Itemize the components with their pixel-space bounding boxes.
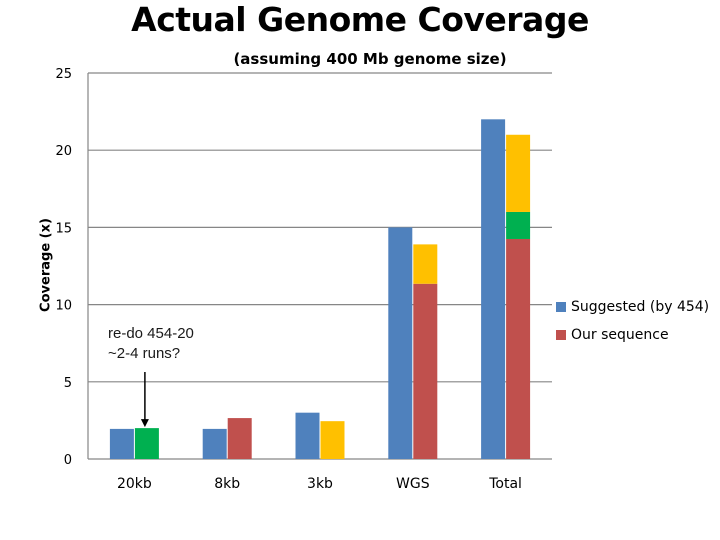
- legend-label-suggested: Suggested (by 454): [571, 299, 710, 315]
- chart-subtitle: (assuming 400 Mb genome size): [233, 50, 507, 68]
- y-tick-label-10: 10: [55, 299, 72, 314]
- bar-our-sequence-Total-segment-0: [506, 238, 531, 459]
- legend-label-our-sequence: Our sequence: [571, 327, 669, 343]
- y-tick-label-20: 20: [55, 144, 72, 159]
- bar-our-sequence-20kb-segment-1: [134, 428, 159, 459]
- bar-our-sequence-WGS-segment-2: [413, 244, 438, 284]
- y-tick-label-15: 15: [55, 221, 72, 236]
- y-tick-label-25: 25: [55, 67, 72, 82]
- y-tick-label-5: 5: [64, 376, 72, 391]
- legend-item-suggested: Suggested (by 454): [556, 293, 709, 321]
- bar-our-sequence-Total-segment-1: [506, 211, 531, 239]
- bar-our-sequence-3kb-segment-2: [320, 421, 345, 459]
- x-tick-label-3kb: 3kb: [307, 476, 333, 492]
- chart-title: Actual Genome Coverage: [131, 0, 589, 39]
- bar-suggested-Total: [481, 119, 506, 459]
- legend-swatch-suggested: [556, 302, 566, 312]
- x-tick-label-20kb: 20kb: [117, 476, 152, 492]
- x-tick-label-8kb: 8kb: [214, 476, 240, 492]
- bar-suggested-WGS: [388, 227, 413, 459]
- annotation-text: re-do 454-20 ~2-4 runs?: [108, 324, 215, 364]
- x-tick-label-WGS: WGS: [396, 476, 430, 492]
- legend: Suggested (by 454) Our sequence: [556, 293, 709, 349]
- bar-our-sequence-Total-segment-2: [506, 134, 531, 212]
- bar-suggested-8kb: [202, 428, 227, 459]
- legend-swatch-our-sequence: [556, 330, 566, 340]
- annotation-line-1: re-do 454-20: [108, 325, 194, 342]
- bar-suggested-3kb: [295, 412, 320, 459]
- bar-our-sequence-WGS-segment-0: [413, 283, 438, 459]
- bar-our-sequence-8kb-segment-0: [227, 418, 252, 459]
- annotation-arrow-head: [140, 419, 149, 428]
- x-tick-label-Total: Total: [488, 476, 522, 492]
- bar-suggested-20kb: [109, 428, 134, 459]
- annotation-line-2: ~2-4 runs?: [108, 345, 181, 362]
- legend-item-our-sequence: Our sequence: [556, 321, 709, 349]
- y-tick-label-0: 0: [64, 453, 72, 468]
